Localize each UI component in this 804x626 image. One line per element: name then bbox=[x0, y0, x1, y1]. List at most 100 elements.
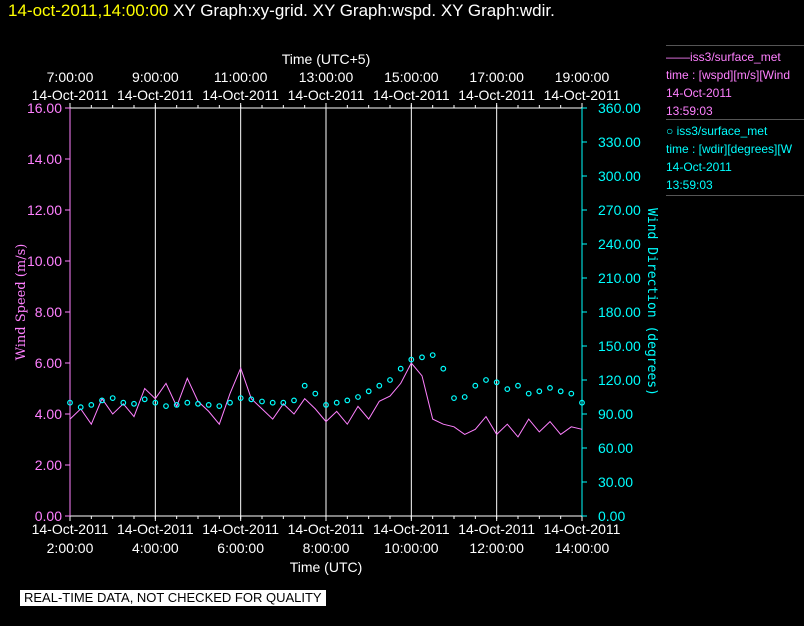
wind-direction-point bbox=[77, 404, 84, 411]
legend-wdir-line-2: time : [wdir][degrees][W bbox=[666, 142, 793, 156]
legend-wdir-line-3: 14-Oct-2011 bbox=[666, 160, 732, 174]
wind-direction-point bbox=[408, 356, 415, 363]
wind-direction-point bbox=[205, 402, 212, 408]
top-tick-label-time: 17:00:00 bbox=[469, 69, 524, 85]
wind-direction-point bbox=[515, 382, 521, 389]
right-tick-label: 330.00 bbox=[598, 134, 641, 150]
top-tick-label-time: 11:00:00 bbox=[214, 69, 268, 85]
wind-direction-point bbox=[280, 399, 287, 406]
wind-direction-point bbox=[88, 402, 95, 408]
left-axis-title: Wind Speed (m/s) bbox=[14, 244, 29, 361]
legend-wspd-line-2: time : [wspd][m/s][Wind bbox=[666, 68, 791, 82]
bottom-tick-label-date: 14-Oct-2011 bbox=[117, 521, 194, 537]
wind-direction-point bbox=[355, 394, 361, 400]
right-tick-label: 240.00 bbox=[598, 236, 641, 252]
right-tick-label: 210.00 bbox=[598, 270, 641, 286]
wind-direction-point bbox=[568, 390, 575, 397]
wind-direction-point bbox=[461, 394, 468, 400]
wind-direction-point bbox=[323, 402, 329, 408]
wind-direction-point bbox=[141, 396, 148, 403]
top-axis-title: Time (UTC+5) bbox=[282, 51, 371, 67]
wind-direction-point bbox=[419, 354, 425, 361]
bottom-tick-label-date: 14-Oct-2011 bbox=[458, 521, 535, 537]
wind-direction-point bbox=[237, 395, 244, 402]
top-tick-label-date: 14-Oct-2011 bbox=[458, 87, 535, 103]
wind-direction-point bbox=[333, 399, 340, 406]
left-tick-label: 14.00 bbox=[27, 151, 62, 167]
wind-speed-line bbox=[69, 362, 583, 438]
top-tick-label-time: 7:00:00 bbox=[47, 69, 94, 85]
wind-direction-point bbox=[397, 365, 404, 372]
wind-direction-point bbox=[291, 397, 297, 404]
left-tick-label: 8.00 bbox=[35, 304, 62, 320]
bottom-tick-label-time: 14:00:00 bbox=[555, 540, 610, 556]
wind-direction-point bbox=[483, 377, 489, 383]
wind-direction-point bbox=[195, 400, 201, 407]
top-tick-label-date: 14-Oct-2011 bbox=[32, 87, 109, 103]
right-tick-label: 360.00 bbox=[598, 100, 641, 116]
title-timestamp: 14-oct-2011,14:00:00 bbox=[8, 1, 169, 20]
chart-title: 14-oct-2011,14:00:00 XY Graph:xy-grid. X… bbox=[8, 1, 555, 21]
wind-direction-point bbox=[493, 379, 500, 386]
right-tick-label: 270.00 bbox=[598, 202, 641, 218]
quality-banner: REAL-TIME DATA, NOT CHECKED FOR QUALITY bbox=[20, 590, 326, 606]
bottom-tick-label-date: 14-Oct-2011 bbox=[544, 521, 621, 537]
right-tick-label: 90.00 bbox=[598, 406, 633, 422]
wind-direction-point bbox=[120, 399, 127, 406]
wind-direction-point bbox=[259, 398, 265, 405]
bottom-tick-label-date: 14-Oct-2011 bbox=[288, 521, 365, 537]
wind-direction-point bbox=[227, 399, 233, 406]
left-tick-label: 4.00 bbox=[35, 406, 62, 422]
top-tick-label-date: 14-Oct-2011 bbox=[288, 87, 365, 103]
wind-direction-point bbox=[376, 382, 383, 389]
wind-direction-point bbox=[547, 385, 553, 391]
top-tick-label-time: 19:00:00 bbox=[555, 69, 610, 85]
wind-direction-point bbox=[451, 395, 457, 402]
bottom-tick-label-date: 14-Oct-2011 bbox=[202, 521, 279, 537]
left-tick-label: 12.00 bbox=[27, 202, 62, 218]
bottom-tick-label-time: 2:00:00 bbox=[47, 540, 94, 556]
top-tick-label-date: 14-Oct-2011 bbox=[544, 87, 621, 103]
right-tick-label: 30.00 bbox=[598, 474, 633, 490]
bottom-tick-label-date: 14-Oct-2011 bbox=[32, 521, 109, 537]
legend-divider bbox=[666, 119, 804, 120]
wind-direction-point bbox=[557, 388, 564, 395]
wind-direction-point bbox=[216, 403, 223, 410]
bottom-tick-label-time: 4:00:00 bbox=[132, 540, 179, 556]
legend-wspd: ——iss3/surface_met time : [wspd][m/s][Wi… bbox=[666, 45, 804, 120]
bottom-tick-label-time: 8:00:00 bbox=[303, 540, 350, 556]
top-tick-label-date: 14-Oct-2011 bbox=[373, 87, 450, 103]
left-tick-label: 0.00 bbox=[35, 508, 62, 524]
legend-wdir-line-1: ○ iss3/surface_met bbox=[666, 124, 768, 138]
wind-direction-point bbox=[109, 395, 116, 402]
top-tick-label-date: 14-Oct-2011 bbox=[202, 87, 279, 103]
wind-direction-point bbox=[387, 377, 393, 383]
legend-wdir-line-4: 13:59:03 bbox=[666, 178, 713, 192]
bottom-axis-title: Time (UTC) bbox=[290, 559, 363, 575]
left-tick-label: 16.00 bbox=[27, 100, 62, 116]
title-graph-names: XY Graph:xy-grid. XY Graph:wspd. XY Grap… bbox=[168, 1, 555, 20]
top-tick-label-time: 13:00:00 bbox=[299, 69, 354, 85]
wind-direction-point bbox=[344, 397, 351, 404]
wind-direction-point bbox=[152, 399, 159, 406]
wind-direction-point bbox=[536, 388, 543, 395]
top-tick-label-time: 15:00:00 bbox=[384, 69, 439, 85]
legend-wspd-line-1: ——iss3/surface_met bbox=[666, 50, 781, 64]
wind-direction-point bbox=[248, 396, 255, 403]
left-tick-label: 6.00 bbox=[35, 355, 62, 371]
wind-direction-point bbox=[472, 382, 479, 389]
top-tick-label-time: 9:00:00 bbox=[132, 69, 179, 85]
wind-direction-point bbox=[269, 399, 276, 406]
wind-direction-point bbox=[184, 399, 191, 406]
wind-direction-point bbox=[173, 402, 180, 408]
wind-direction-point bbox=[67, 399, 73, 406]
wind-direction-point bbox=[579, 399, 585, 406]
wind-direction-point bbox=[131, 400, 137, 407]
legend-wspd-line-3: 14-Oct-2011 bbox=[666, 86, 732, 100]
wind-direction-point bbox=[365, 388, 372, 395]
bottom-tick-label-date: 14-Oct-2011 bbox=[373, 521, 450, 537]
legend-divider bbox=[666, 45, 804, 46]
wind-direction-point bbox=[312, 390, 319, 397]
right-tick-label: 150.00 bbox=[598, 338, 641, 354]
